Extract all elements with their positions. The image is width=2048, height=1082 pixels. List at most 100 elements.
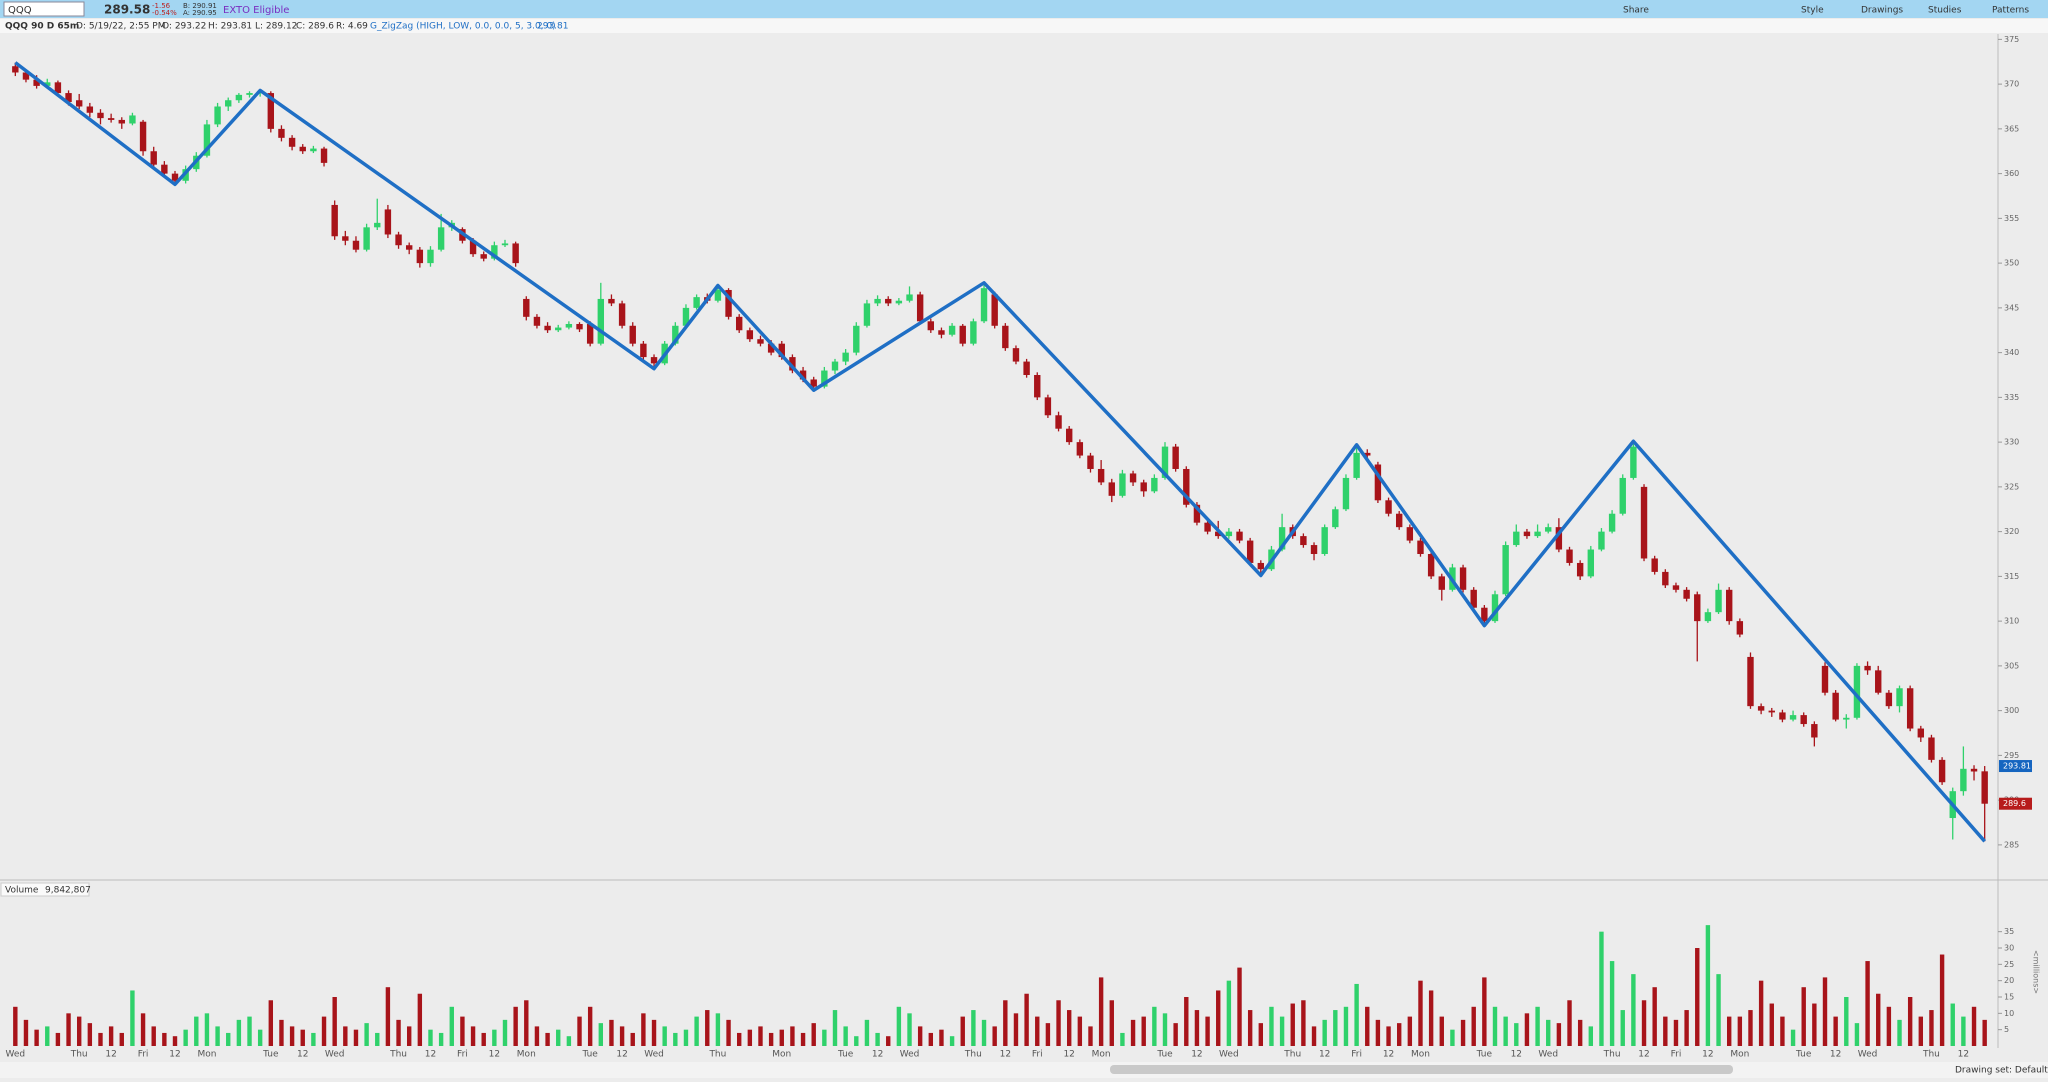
candle-body xyxy=(1906,688,1914,729)
candle-body xyxy=(821,370,828,387)
candle-body xyxy=(1002,325,1009,349)
candle-body xyxy=(1981,771,1988,804)
candle-body xyxy=(1715,589,1722,613)
volume-bar xyxy=(854,1036,859,1046)
toolbar-button[interactable]: Studies xyxy=(1928,6,1962,16)
volume-bar xyxy=(705,1010,710,1046)
volume-bar xyxy=(162,1032,167,1046)
volume-bar xyxy=(1226,980,1232,1046)
volume-bar xyxy=(1812,1003,1817,1046)
volume-bar xyxy=(1641,1000,1647,1046)
x-tick-label: 12 xyxy=(1063,1050,1074,1060)
candle-body xyxy=(1481,607,1488,622)
volume-bar xyxy=(864,1019,870,1046)
volume-bar xyxy=(87,1023,93,1046)
candle-body xyxy=(1587,549,1595,577)
volume-bar xyxy=(1077,1016,1083,1046)
candle-body xyxy=(1821,665,1829,693)
y-tick-label: 310 xyxy=(2004,617,2019,626)
candle-body xyxy=(1694,594,1701,622)
candle-body xyxy=(916,294,924,322)
y-tick-label: 305 xyxy=(2004,661,2019,670)
candle-body xyxy=(310,148,317,152)
x-tick-label: 12 xyxy=(489,1050,500,1060)
volume-bar xyxy=(492,1029,497,1046)
volume-bar xyxy=(385,987,391,1046)
y-tick-label: 315 xyxy=(2004,572,2019,581)
toolbar-button[interactable]: Drawings xyxy=(1861,6,1903,16)
candle-body xyxy=(139,121,147,152)
volume-bar xyxy=(726,1019,731,1046)
volume-bar xyxy=(843,1026,848,1046)
volume-bar xyxy=(417,993,423,1046)
candle-body xyxy=(757,339,764,344)
candle-body xyxy=(1385,500,1392,514)
candle-body xyxy=(1342,477,1350,510)
candle-body xyxy=(1970,768,1978,772)
symbol[interactable]: QQQ xyxy=(8,5,32,16)
candle-body xyxy=(1119,473,1126,496)
volume-bar xyxy=(992,1026,997,1046)
volume-bar xyxy=(747,1029,753,1046)
drawing-set[interactable]: Drawing set: Default xyxy=(1955,1066,2048,1076)
change-pct: -0.54% xyxy=(152,9,177,17)
candle-body xyxy=(161,164,168,174)
volume-title: Volume xyxy=(5,886,39,896)
x-tick-label: Wed xyxy=(1858,1050,1878,1060)
x-tick-label: Mon xyxy=(1730,1050,1749,1060)
candle-body xyxy=(107,118,115,120)
volume-bar xyxy=(811,1023,816,1046)
candle-body xyxy=(1470,589,1477,608)
y-tick-label: 350 xyxy=(2004,259,2019,268)
y-tick-label: 30 xyxy=(2004,944,2014,953)
volume-bar xyxy=(1194,1010,1200,1046)
candle-body xyxy=(874,298,881,304)
x-tick-label: Tue xyxy=(837,1050,854,1060)
volume-bar xyxy=(1609,961,1615,1046)
toolbar-button[interactable]: Patterns xyxy=(1992,6,2029,16)
candle-body xyxy=(384,209,392,235)
volume-bar xyxy=(577,1016,582,1046)
volume-bar xyxy=(790,1026,795,1046)
volume-bar xyxy=(55,1032,61,1046)
volume-bar xyxy=(1599,931,1604,1046)
toolbar-button[interactable]: Share xyxy=(1623,6,1649,16)
x-tick-label: Thu xyxy=(964,1050,982,1060)
y-tick-label: 10 xyxy=(2004,1009,2014,1018)
volume-bar xyxy=(1961,1016,1966,1046)
candle-body xyxy=(1662,571,1669,586)
y-tick-label: 340 xyxy=(2004,348,2019,357)
volume-bar xyxy=(673,1032,678,1046)
candle-body xyxy=(1246,540,1254,563)
volume-bar xyxy=(183,1029,188,1046)
x-tick-label: Fri xyxy=(1032,1050,1043,1060)
volume-bar xyxy=(1567,1000,1572,1046)
volume-bar xyxy=(1120,1032,1125,1046)
scrollbar[interactable] xyxy=(1110,1065,1733,1074)
volume-bar xyxy=(1865,961,1870,1046)
candle-body xyxy=(629,325,636,344)
volume-bar xyxy=(1577,1019,1583,1046)
candle-body xyxy=(778,343,785,358)
volume-bar xyxy=(1109,1000,1114,1046)
volume-bar xyxy=(1737,1016,1743,1046)
symbol-input[interactable] xyxy=(3,1,85,17)
volume-bar xyxy=(822,1029,827,1046)
candle-body xyxy=(1034,375,1041,398)
change: -1.56 xyxy=(152,2,171,10)
info-bar xyxy=(0,19,2048,33)
candle-body xyxy=(267,93,275,129)
candle-body xyxy=(1225,531,1233,537)
volume-bar xyxy=(268,1000,274,1046)
toolbar-button[interactable]: Style xyxy=(1801,6,1824,16)
candle-body xyxy=(1725,589,1733,622)
candle-body xyxy=(1885,692,1893,707)
volume-bar xyxy=(939,1029,944,1046)
candle-body xyxy=(214,106,221,125)
volume-bar xyxy=(1130,1019,1136,1046)
x-tick-label: 12 xyxy=(1000,1050,1011,1060)
bar-low: L: 289.12 xyxy=(255,22,297,32)
candle-body xyxy=(1278,527,1286,550)
